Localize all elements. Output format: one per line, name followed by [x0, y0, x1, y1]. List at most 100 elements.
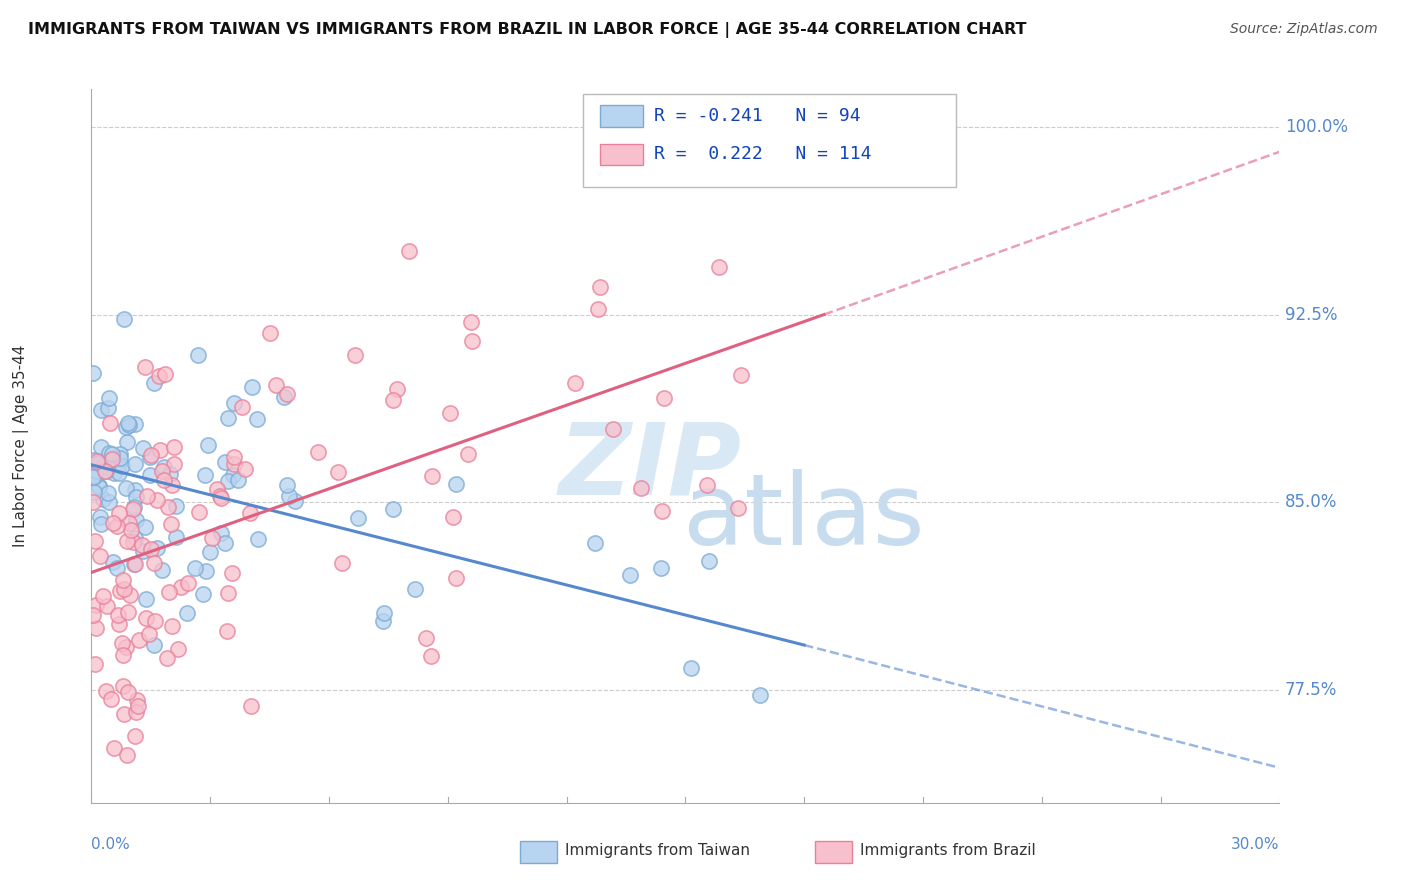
- Point: [214, 455, 236, 469]
- Point: [619, 568, 641, 582]
- Text: 30.0%: 30.0%: [1232, 837, 1279, 852]
- Point: [194, 467, 217, 482]
- Point: [165, 500, 187, 514]
- Point: [127, 698, 149, 713]
- Point: [90, 517, 112, 532]
- Point: [170, 580, 193, 594]
- Point: [89, 478, 111, 492]
- Point: [94, 683, 117, 698]
- Point: [148, 369, 170, 384]
- Point: [135, 611, 157, 625]
- Point: [90, 403, 112, 417]
- Text: R =  0.222   N = 114: R = 0.222 N = 114: [654, 145, 872, 163]
- Point: [239, 506, 262, 520]
- Point: [748, 688, 770, 702]
- Point: [128, 633, 150, 648]
- Point: [707, 260, 730, 275]
- Point: [184, 561, 207, 575]
- Point: [132, 442, 155, 456]
- Point: [111, 459, 134, 474]
- Point: [124, 417, 146, 432]
- Point: [97, 401, 120, 416]
- Point: [83, 657, 105, 672]
- Point: [138, 626, 160, 640]
- Point: [114, 640, 136, 654]
- Point: [205, 482, 228, 496]
- Point: [231, 400, 253, 414]
- Point: [221, 566, 243, 581]
- Point: [146, 541, 169, 555]
- Point: [240, 380, 263, 394]
- Point: [441, 510, 464, 524]
- Point: [444, 477, 467, 491]
- Point: [444, 571, 467, 585]
- Point: [100, 692, 122, 706]
- Point: [420, 648, 443, 663]
- Point: [198, 545, 221, 559]
- Point: [112, 679, 135, 693]
- Point: [114, 481, 136, 495]
- Point: [226, 473, 249, 487]
- Point: [112, 311, 135, 326]
- Point: [149, 442, 172, 457]
- Point: [373, 615, 395, 629]
- Point: [159, 467, 181, 481]
- Point: [112, 582, 135, 596]
- Point: [197, 438, 219, 452]
- Point: [124, 706, 146, 720]
- Point: [415, 631, 437, 645]
- Point: [91, 460, 114, 475]
- Point: [387, 382, 409, 396]
- Point: [98, 416, 121, 430]
- Point: [215, 624, 238, 638]
- Point: [373, 606, 395, 620]
- Point: [246, 533, 269, 547]
- Point: [117, 685, 139, 699]
- Point: [457, 447, 479, 461]
- Point: [122, 557, 145, 571]
- Point: [121, 501, 143, 516]
- Point: [160, 619, 183, 633]
- Point: [142, 556, 165, 570]
- Point: [82, 366, 104, 380]
- Point: [150, 464, 173, 478]
- Point: [307, 444, 329, 458]
- Point: [86, 454, 108, 468]
- Point: [727, 501, 749, 516]
- Point: [98, 391, 121, 405]
- Point: [139, 450, 162, 465]
- Point: [136, 489, 159, 503]
- Point: [264, 378, 287, 392]
- Point: [398, 244, 420, 259]
- Text: Immigrants from Brazil: Immigrants from Brazil: [860, 844, 1036, 858]
- Point: [404, 582, 426, 597]
- Point: [211, 491, 233, 505]
- Point: [139, 468, 162, 483]
- Point: [101, 555, 124, 569]
- Point: [165, 530, 187, 544]
- Point: [420, 468, 443, 483]
- Point: [156, 650, 179, 665]
- Point: [177, 576, 200, 591]
- Text: R = -0.241   N = 94: R = -0.241 N = 94: [654, 107, 860, 125]
- Point: [117, 416, 139, 430]
- Text: 100.0%: 100.0%: [1285, 118, 1348, 136]
- Point: [105, 518, 128, 533]
- Point: [107, 458, 129, 473]
- Point: [124, 729, 146, 743]
- Point: [589, 280, 612, 294]
- Point: [91, 491, 114, 506]
- Point: [696, 478, 718, 492]
- Point: [124, 483, 146, 497]
- Point: [224, 396, 246, 410]
- Point: [217, 410, 239, 425]
- Point: [586, 301, 609, 316]
- Point: [82, 470, 104, 484]
- Point: [176, 607, 198, 621]
- Point: [163, 458, 186, 472]
- Point: [108, 617, 131, 632]
- Point: [699, 554, 721, 568]
- Point: [96, 599, 118, 613]
- Text: IMMIGRANTS FROM TAIWAN VS IMMIGRANTS FROM BRAZIL IN LABOR FORCE | AGE 35-44 CORR: IMMIGRANTS FROM TAIWAN VS IMMIGRANTS FRO…: [28, 22, 1026, 38]
- Point: [163, 440, 186, 454]
